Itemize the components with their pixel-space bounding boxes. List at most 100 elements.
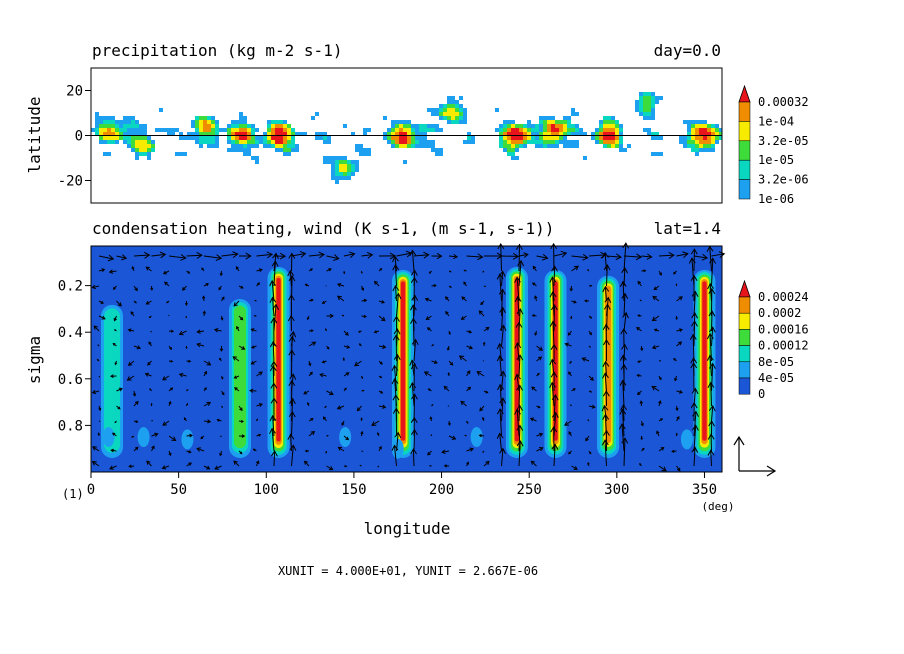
wind-arrow [343, 387, 347, 392]
wind-arrow [461, 296, 467, 302]
wind-arrow [133, 420, 139, 423]
wind-arrow [429, 416, 433, 422]
wind-arrow [621, 292, 629, 317]
heating-colorbar-swatch [738, 345, 751, 363]
wind-arrow [619, 280, 627, 302]
wind-arrow [483, 460, 490, 467]
wind-arrow [249, 388, 257, 393]
wind-arrow [150, 402, 153, 407]
heating-blob [680, 429, 693, 450]
wind-arrow [127, 360, 135, 366]
wind-arrow [549, 320, 557, 347]
wind-arrow [431, 360, 438, 364]
wind-arrow [161, 465, 170, 470]
wind-arrow [549, 290, 557, 317]
wind-arrow [483, 390, 489, 394]
wind-arrow [186, 433, 194, 438]
wind-arrow [481, 416, 485, 422]
wind-arrow [168, 450, 172, 457]
wind-arrow [410, 448, 417, 467]
wind-arrow [641, 447, 645, 452]
wind-arrow [515, 321, 523, 347]
wind-arrow [256, 251, 274, 259]
wind-arrow [515, 243, 523, 272]
wind-arrow [343, 465, 348, 468]
wind-arrow [238, 434, 246, 438]
wind-arrow [112, 342, 117, 347]
wind-arrow [588, 284, 593, 287]
wind-arrow [497, 242, 505, 272]
wind-arrow [343, 251, 356, 258]
wind-arrow [639, 299, 642, 302]
heating-field [91, 246, 722, 472]
wind-arrow [203, 360, 212, 366]
wind-arrow [116, 405, 121, 410]
heating-title: condensation heating, wind (K s-1, (m s-… [92, 219, 554, 238]
wind-arrow [289, 397, 296, 422]
wind-arrow [676, 389, 683, 394]
wind-arrow [93, 325, 100, 332]
wind-arrow [393, 353, 401, 377]
wind-arrow [691, 446, 699, 467]
wind-arrow [480, 300, 485, 306]
precip-colorbar-label: 1e-06 [758, 192, 794, 206]
precip-colorbar-swatch [738, 101, 751, 122]
wind-arrow [568, 450, 572, 455]
wind-arrow [322, 416, 327, 422]
wind-arrow [378, 300, 385, 304]
heating-colorbar-swatch [738, 296, 751, 314]
wind-arrow [233, 460, 240, 467]
heating-lat-label: lat=1.4 [654, 219, 721, 238]
wind-arrow [291, 250, 307, 258]
wind-arrow [361, 251, 374, 259]
wind-arrow [639, 400, 643, 407]
heating-frame [90, 245, 723, 473]
wind-arrow [357, 330, 362, 333]
wind-arrow [221, 375, 224, 380]
wind-arrow [214, 465, 222, 470]
wind-arrow [501, 252, 520, 260]
wind-arrow [427, 388, 432, 392]
wind-arrow [570, 404, 572, 407]
wind-arrow [116, 300, 122, 307]
wind-arrow [651, 385, 660, 392]
wind-arrow [326, 313, 334, 319]
wind-arrow [621, 437, 629, 467]
wind-arrow [549, 381, 556, 407]
wind-arrow [91, 461, 100, 467]
wind-arrow [361, 389, 365, 392]
wind-arrow [303, 390, 310, 395]
wind-arrow [109, 374, 117, 379]
wind-arrow [116, 387, 123, 392]
wind-arrow [378, 315, 386, 322]
wind-arrow [675, 432, 678, 437]
wind-arrow [216, 418, 222, 422]
wind-arrow [640, 420, 644, 427]
wind-arrow [568, 431, 572, 437]
wind-arrow [203, 283, 210, 287]
wind-arrow [149, 388, 152, 392]
wind-arrow [325, 450, 328, 454]
wind-arrow [186, 389, 189, 392]
wind-arrow [200, 435, 205, 440]
wind-arrow [567, 330, 572, 336]
heating-column [233, 305, 246, 449]
wind-arrow [445, 310, 450, 317]
wind-arrow [499, 324, 507, 347]
wind-arrow [202, 295, 206, 302]
wind-arrow [676, 415, 680, 422]
wind-arrow [255, 460, 260, 467]
wind-arrow [602, 285, 610, 302]
heating-colorbar: 0.00024 0.0002 0.00016 0.00012 8e-05 4e-05 0 [738, 279, 809, 401]
wind-arrow [441, 449, 450, 455]
wind-arrow [110, 448, 117, 453]
wind-arrow [497, 383, 504, 407]
wind-arrow [186, 252, 203, 259]
wind-arrow [361, 314, 367, 318]
wind-arrow [476, 371, 485, 377]
wind-arrow [708, 310, 716, 332]
wind-arrow [708, 420, 716, 437]
wind-arrow [691, 290, 699, 317]
longitude-tick-label: 200 [429, 482, 454, 498]
heating-y-ticks: 0.2 0.4 0.6 0.8 [58, 279, 91, 434]
